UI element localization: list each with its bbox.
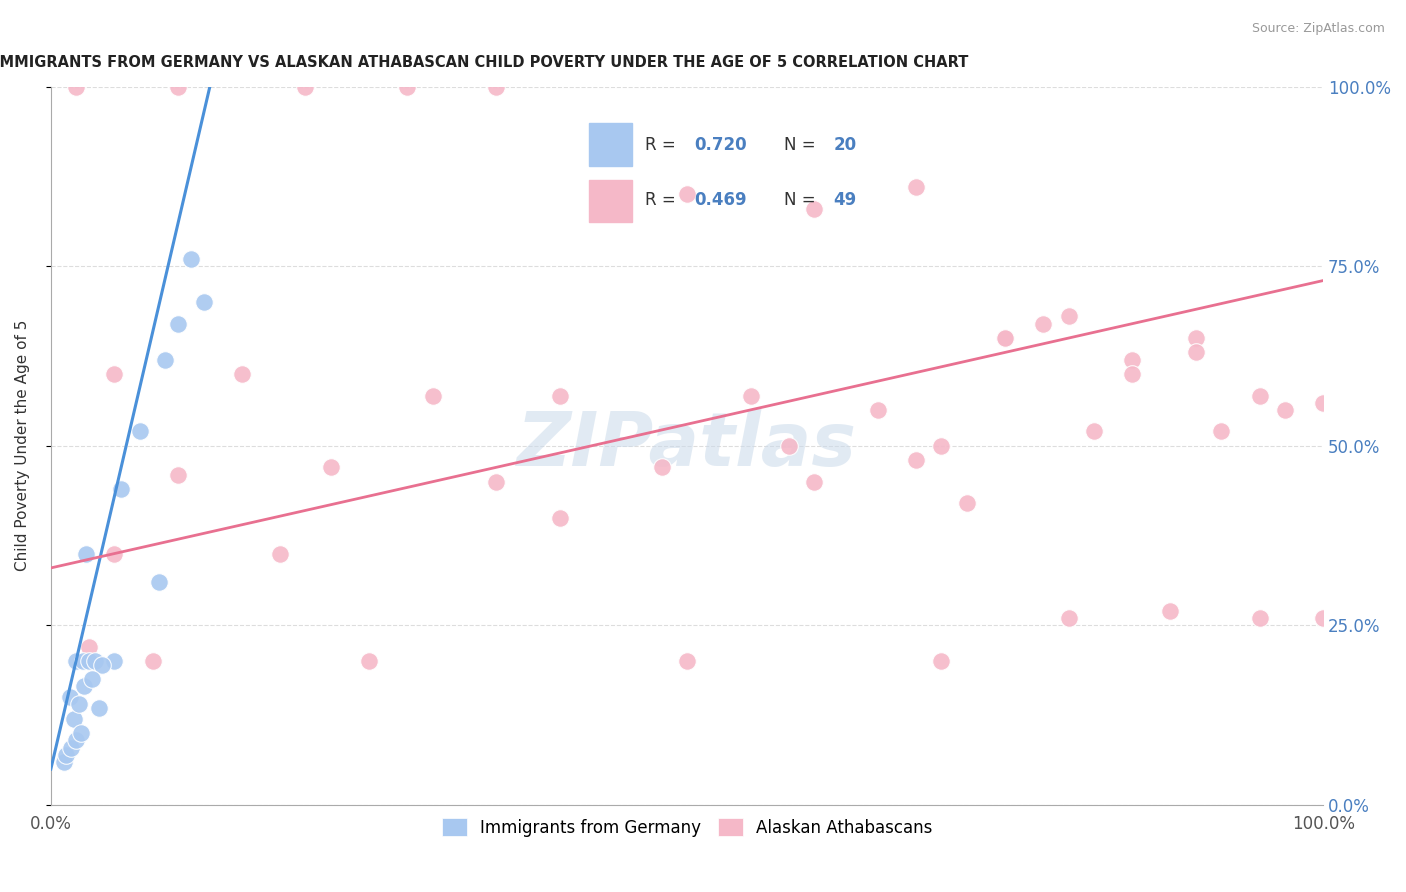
Point (180, 252, 202, 266)
Point (55, 747, 77, 762)
Point (128, 425, 150, 439)
Point (103, 654, 125, 668)
Point (142, 654, 165, 668)
Y-axis label: Child Poverty Under the Age of 5: Child Poverty Under the Age of 5 (15, 320, 30, 572)
Point (167, 317, 190, 331)
Point (110, 482, 132, 496)
Point (148, 575, 170, 590)
Point (994, 331, 1017, 345)
Point (155, 352, 177, 367)
Point (866, 403, 889, 417)
Point (72, 654, 94, 668)
Point (956, 496, 979, 510)
Point (1057, 310, 1080, 324)
Point (485, 79, 508, 94)
Point (89, 701, 111, 715)
Point (803, 202, 825, 216)
Point (485, 475, 508, 489)
Point (193, 295, 215, 310)
Point (77, 640, 100, 654)
Point (1121, 352, 1143, 367)
Point (422, 388, 444, 402)
Point (103, 367, 125, 381)
Point (167, 79, 190, 94)
Point (548, 388, 571, 402)
Point (904, 180, 927, 194)
Point (90, 657, 112, 672)
Point (357, 654, 380, 668)
Point (740, 388, 762, 402)
Point (62, 712, 84, 726)
Point (70, 726, 93, 740)
Point (1312, 395, 1334, 409)
Point (52, 755, 75, 769)
Point (59, 690, 82, 705)
Point (612, 202, 634, 216)
Point (778, 439, 800, 453)
Point (167, 467, 190, 482)
Point (1211, 425, 1233, 439)
Point (1185, 345, 1208, 359)
Point (80, 673, 103, 687)
Point (1057, 611, 1080, 625)
Point (60, 740, 83, 755)
Point (319, 460, 342, 475)
Point (294, 79, 316, 94)
Point (75, 547, 97, 561)
Point (994, 331, 1017, 345)
Point (84, 654, 107, 668)
Point (1083, 425, 1105, 439)
Point (803, 475, 825, 489)
Legend: Immigrants from Germany, Alaskan Athabascans: Immigrants from Germany, Alaskan Athabas… (434, 812, 939, 843)
Point (931, 654, 953, 668)
Text: ZIPatlas: ZIPatlas (517, 409, 858, 483)
Point (1249, 388, 1271, 402)
Point (676, 187, 699, 202)
Point (103, 547, 125, 561)
Point (231, 367, 253, 381)
Point (65, 79, 87, 94)
Point (269, 547, 291, 561)
Point (1159, 604, 1181, 618)
Point (396, 79, 419, 94)
Point (1185, 331, 1208, 345)
Text: Source: ZipAtlas.com: Source: ZipAtlas.com (1251, 22, 1385, 36)
Text: IMMIGRANTS FROM GERMANY VS ALASKAN ATHABASCAN CHILD POVERTY UNDER THE AGE OF 5 C: IMMIGRANTS FROM GERMANY VS ALASKAN ATHAB… (0, 55, 967, 70)
Point (67, 698, 90, 712)
Point (1274, 403, 1296, 417)
Point (77, 654, 100, 668)
Point (931, 439, 953, 453)
Point (1121, 367, 1143, 381)
Point (548, 510, 571, 524)
Point (1312, 611, 1334, 625)
Point (904, 453, 927, 467)
Point (676, 654, 699, 668)
Point (73, 680, 96, 694)
Point (65, 654, 87, 668)
Point (651, 460, 673, 475)
Point (1249, 611, 1271, 625)
Point (1032, 317, 1054, 331)
Point (65, 733, 87, 747)
